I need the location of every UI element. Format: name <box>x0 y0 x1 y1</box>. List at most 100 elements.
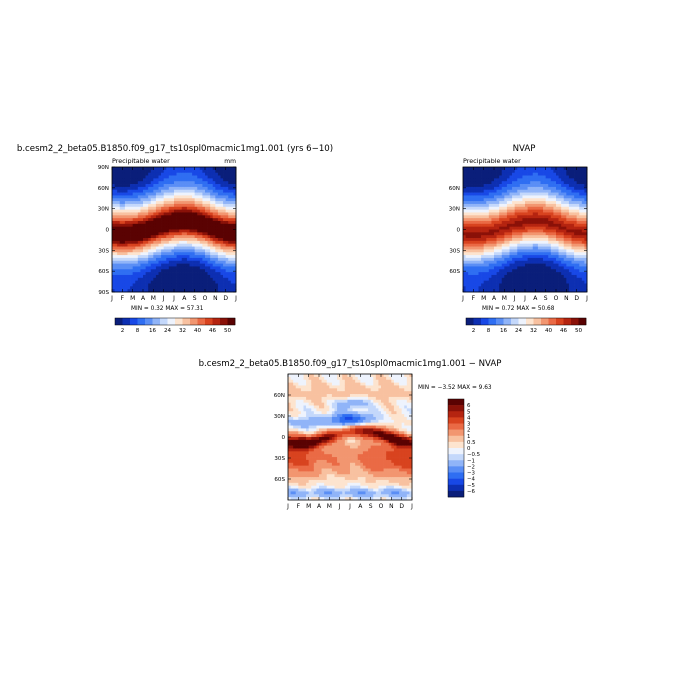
panel-model-cell <box>137 218 141 222</box>
panel-obs-cell <box>556 257 559 262</box>
panel-diff-cell <box>319 379 322 383</box>
panel-obs-cell <box>517 235 521 239</box>
panel-diff-cell <box>319 445 322 449</box>
panel-diff-cell <box>313 374 317 378</box>
panel-model-cell <box>153 229 157 233</box>
panel-model-cell <box>225 218 229 222</box>
panel-diff-cell <box>298 416 302 421</box>
panel-obs-cell <box>463 263 466 267</box>
panel-obs-cell <box>527 189 531 193</box>
panel-model-cell <box>145 178 149 182</box>
panel-diff-cell <box>295 399 299 403</box>
panel-model-cell <box>220 252 224 256</box>
panel-obs-cell <box>563 269 567 273</box>
panel-obs-cell <box>512 266 516 270</box>
panel-obs-cell <box>527 252 531 256</box>
panel-diff-cell <box>311 494 315 498</box>
panel-obs-cell <box>512 252 516 256</box>
panel-model-cell <box>228 195 232 199</box>
panel-model-cell <box>124 181 128 185</box>
panel-obs-cell <box>486 272 490 276</box>
panel-obs-cell <box>488 243 492 247</box>
panel-obs-cell <box>478 277 482 281</box>
panel-diff-cell <box>311 479 315 484</box>
panel-model-cell <box>140 269 144 273</box>
panel-diff-cell <box>303 394 307 398</box>
panel-model-cell <box>228 286 232 290</box>
panel-obs-cell <box>496 195 500 199</box>
panel-obs-lat-label: 30N <box>449 207 460 213</box>
panel-obs-cell <box>563 203 567 208</box>
panel-obs-cell <box>545 186 549 191</box>
panel-model-cell <box>145 283 149 287</box>
panel-model-cell <box>122 238 126 242</box>
panel-model-cell <box>197 283 201 287</box>
panel-obs-cell <box>488 218 492 222</box>
panel-model-cell <box>168 178 172 182</box>
panel-obs-cell <box>486 240 490 245</box>
panel-obs-cell <box>475 289 479 293</box>
panel-obs-cell <box>550 201 554 205</box>
panel-obs-cell <box>496 289 500 293</box>
panel-model-cell <box>181 198 185 202</box>
panel-model-cell <box>179 255 183 259</box>
panel-obs-cell <box>468 240 472 245</box>
panel-model-cell <box>143 238 146 242</box>
panel-obs-cell <box>468 178 472 182</box>
panel-obs-cell <box>486 263 490 267</box>
panel-obs-cell <box>581 263 585 267</box>
panel-diff-cell <box>288 485 291 489</box>
panel-model-cell <box>186 175 190 179</box>
panel-obs-cell <box>556 240 559 245</box>
panel-obs-cell <box>530 255 534 259</box>
panel-obs-cell <box>579 274 583 279</box>
panel-model-cell <box>171 286 175 290</box>
panel-obs-cell <box>509 223 513 228</box>
panel-obs-cell <box>514 277 518 281</box>
panel-model-cell <box>166 215 170 219</box>
panel-obs-cell <box>478 238 482 242</box>
panel-model-cell <box>124 198 128 202</box>
panel-obs-cell <box>566 269 570 273</box>
panel-model-cell <box>223 260 227 264</box>
panel-obs-cell <box>535 181 539 185</box>
panel-obs-cell <box>540 220 544 225</box>
panel-obs-cell <box>525 181 528 185</box>
panel-model-cell <box>155 209 159 213</box>
panel-obs-cell <box>576 229 580 233</box>
panel-model-cell <box>199 201 203 205</box>
panel-obs-cell <box>581 274 585 279</box>
panel-obs-cell <box>568 218 572 222</box>
panel-diff-cell <box>313 477 317 481</box>
panel-obs-cell <box>525 249 528 253</box>
panel-obs-cell <box>574 269 578 273</box>
panel-model-cell <box>127 169 131 174</box>
panel-obs-cell <box>470 286 474 290</box>
panel-model-cell <box>189 175 193 179</box>
panel-obs-cell <box>517 215 521 219</box>
panel-obs-cell <box>535 206 539 210</box>
panel-model-cell <box>158 229 162 233</box>
panel-diff-cell <box>308 379 312 383</box>
panel-diff-cell <box>306 457 310 461</box>
panel-obs-cell <box>499 283 503 287</box>
panel-model-cell <box>220 232 224 236</box>
panel-obs-cell <box>527 220 531 225</box>
panel-model-cell <box>181 167 185 171</box>
panel-model-cell <box>150 263 154 267</box>
panel-obs-cell <box>540 172 544 176</box>
panel-obs-cell <box>470 255 474 259</box>
panel-model-cell <box>220 220 224 225</box>
panel-model-cell <box>130 178 134 182</box>
panel-obs-cell <box>478 175 482 179</box>
panel-model-month-label: S <box>193 295 197 302</box>
panel-model-cell <box>155 226 159 230</box>
panel-obs-cell <box>481 218 485 222</box>
panel-obs-cell <box>496 220 500 225</box>
panel-obs-cell <box>509 240 513 245</box>
panel-diff-cell <box>319 485 322 489</box>
panel-model-cell <box>186 289 190 293</box>
panel-obs-cell <box>543 240 547 245</box>
panel-obs-cell <box>535 226 539 230</box>
panel-obs-cell <box>527 243 531 247</box>
